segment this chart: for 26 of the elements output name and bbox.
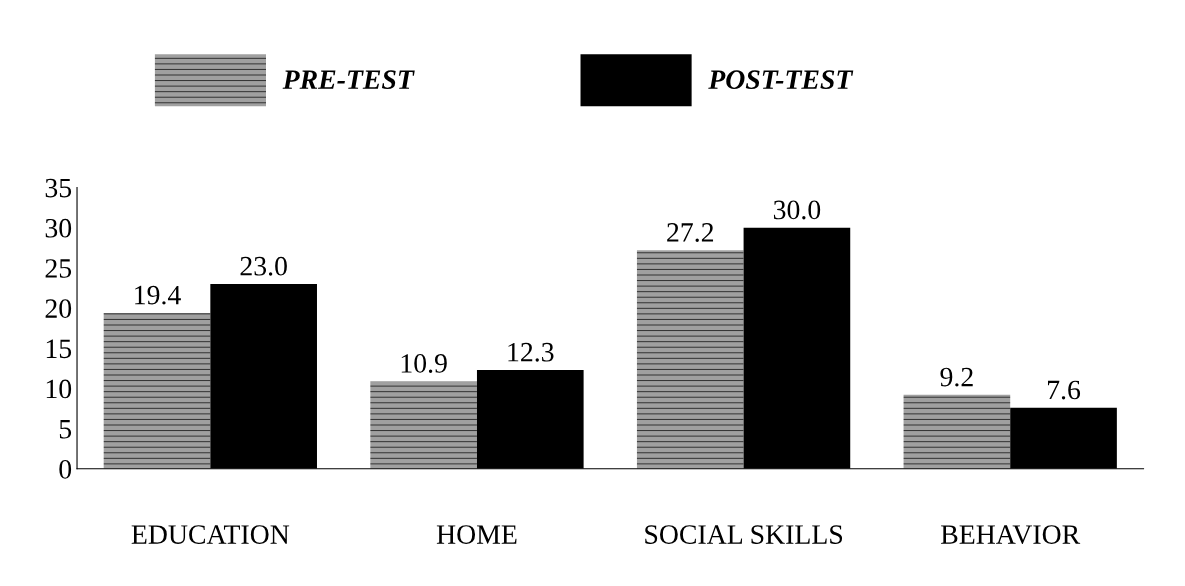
- data-label: 7.6: [1048, 380, 1081, 400]
- x-tick-label: BEHAVIOR: [941, 525, 1081, 545]
- y-tick-label: 15: [46, 339, 72, 359]
- y-tick-label: 25: [45, 259, 72, 278]
- y-tick-label: 5: [59, 420, 72, 439]
- x-tick-label: SOCIAL SKILLS: [645, 525, 843, 544]
- legend-label: POST-TEST: [708, 70, 854, 90]
- data-label: 19.4: [135, 285, 181, 305]
- legend-label: PRE-TEST: [282, 70, 415, 90]
- bar: [370, 381, 477, 469]
- data-label: 27.2: [667, 223, 714, 242]
- x-tick-label: HOME: [436, 525, 517, 544]
- data-label: 9.2: [940, 367, 973, 387]
- data-label: 10.9: [401, 354, 447, 373]
- y-tick-label: 20: [45, 299, 72, 318]
- data-label: 23.0: [240, 256, 287, 276]
- data-label: 30.0: [773, 200, 821, 220]
- bar: [103, 312, 211, 469]
- bar: [636, 250, 744, 469]
- y-tick-label: 30: [45, 218, 72, 238]
- y-tick-label: 35: [45, 178, 72, 198]
- y-tick-label: 10: [46, 379, 72, 399]
- bar: [903, 394, 1011, 469]
- data-label: 12.3: [508, 342, 554, 362]
- y-tick-label: 0: [59, 459, 72, 479]
- x-tick-label: EDUCATION: [131, 525, 290, 544]
